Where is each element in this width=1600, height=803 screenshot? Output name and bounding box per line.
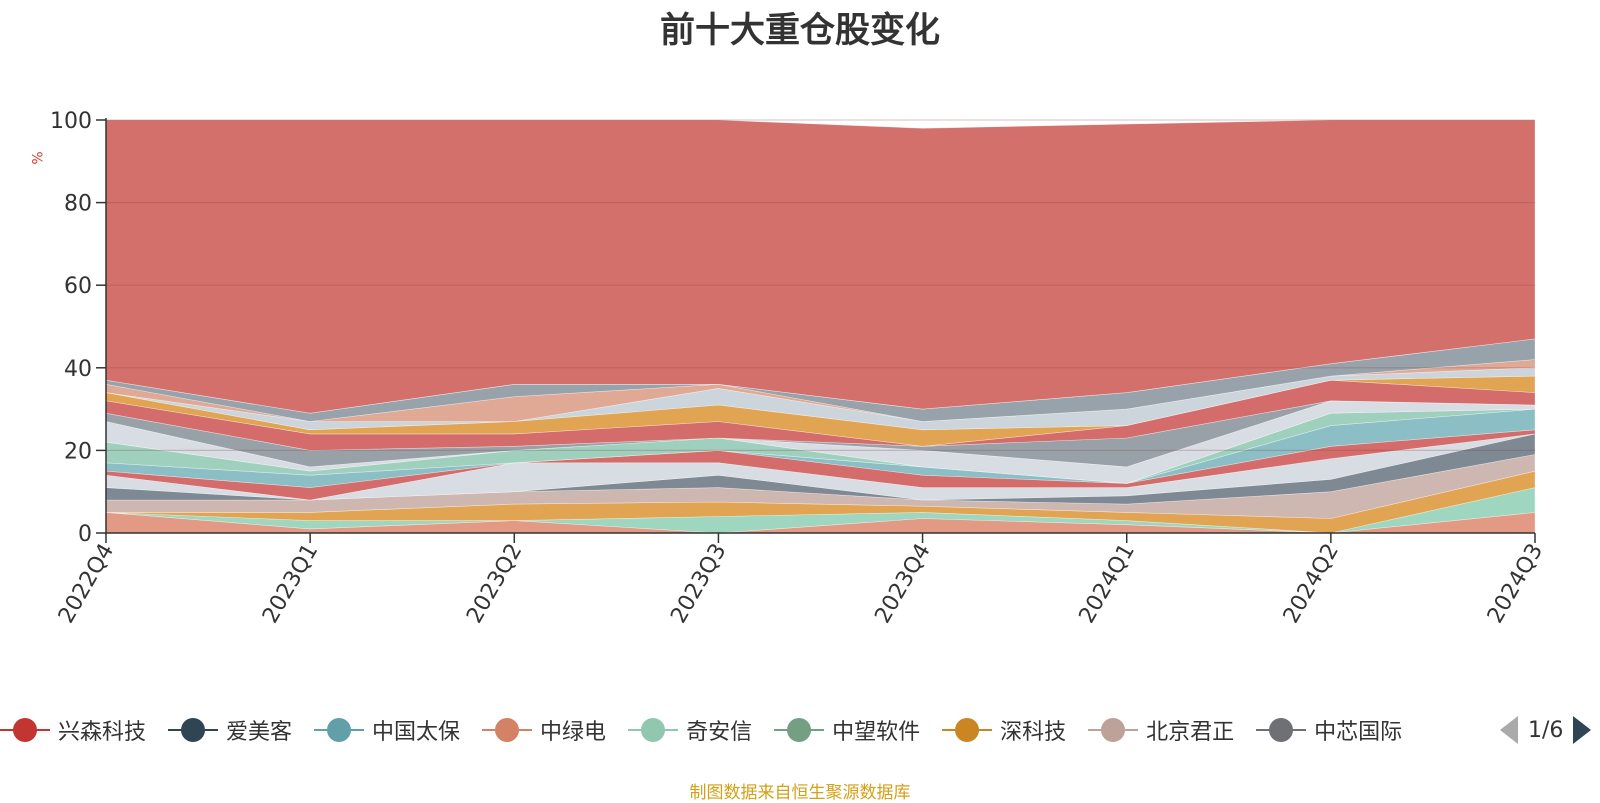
legend-marker-icon <box>168 716 219 744</box>
legend-item[interactable]: 中国太保 <box>314 714 460 746</box>
x-tick-label: 2023Q4 <box>870 540 935 628</box>
y-tick-label: 40 <box>64 357 92 382</box>
legend-item[interactable]: 中望软件 <box>774 714 920 746</box>
chart-title: 前十大重仓股变化 <box>659 11 940 51</box>
legend-label: 兴森科技 <box>58 720 147 745</box>
area-band-17 <box>105 119 1536 414</box>
legend-item[interactable]: 北京君正 <box>1088 714 1234 746</box>
legend-label: 奇安信 <box>686 720 753 745</box>
y-tick-label: 60 <box>64 274 92 299</box>
legend-label: 深科技 <box>1000 720 1067 745</box>
legend-marker-icon <box>1256 716 1307 744</box>
grid-lines <box>106 119 1535 451</box>
legend-pager: 1/6 <box>1500 716 1592 744</box>
legend-prev-arrow-icon[interactable] <box>1500 716 1518 744</box>
x-tick-label: 2022Q4 <box>54 540 119 628</box>
y-tick-label: 80 <box>64 192 92 217</box>
legend-marker-icon <box>628 716 679 744</box>
legend-item[interactable]: 奇安信 <box>628 714 752 746</box>
legend-page-indicator: 1/6 <box>1528 717 1564 743</box>
area-bands <box>105 119 1536 534</box>
legend-marker-icon <box>0 716 50 744</box>
legend-marker-icon <box>942 716 993 744</box>
legend-label: 中芯国际 <box>1314 720 1403 745</box>
legend-item[interactable]: 中绿电 <box>482 714 606 746</box>
x-tick-label: 2024Q3 <box>1483 540 1548 628</box>
legend-marker-icon <box>1088 716 1139 744</box>
y-tick-label: 100 <box>50 109 92 134</box>
legend-label: 中望软件 <box>832 720 921 745</box>
legend-label: 中国太保 <box>372 720 461 745</box>
x-tick-label: 2024Q2 <box>1279 540 1344 628</box>
x-tick-label: 2023Q2 <box>462 540 527 628</box>
legend-label: 北京君正 <box>1146 720 1235 745</box>
x-tick-label: 2023Q1 <box>258 540 323 628</box>
source-note: 制图数据来自恒生聚源数据库 <box>689 783 911 803</box>
legend-label: 中绿电 <box>540 720 607 745</box>
legend-next-arrow-icon[interactable] <box>1573 716 1592 744</box>
legend-item[interactable]: 兴森科技 <box>0 714 146 746</box>
legend: 兴森科技 爱美客 中国太保 中绿电 奇安信 中望软件 深科技 北京君正 中芯国际 <box>0 712 1424 748</box>
legend-item[interactable]: 中芯国际 <box>1256 714 1402 746</box>
legend-marker-icon <box>314 716 365 744</box>
x-tick-label: 2024Q1 <box>1075 540 1140 628</box>
legend-item[interactable]: 深科技 <box>942 714 1066 746</box>
legend-marker-icon <box>774 716 825 744</box>
legend-label: 爱美客 <box>226 720 293 745</box>
legend-marker-icon <box>482 716 533 744</box>
legend-item[interactable]: 爱美客 <box>168 714 292 746</box>
y-tick-label: 0 <box>78 522 92 547</box>
x-tick-label: 2023Q3 <box>666 540 731 628</box>
y-tick-label: 20 <box>64 439 92 464</box>
